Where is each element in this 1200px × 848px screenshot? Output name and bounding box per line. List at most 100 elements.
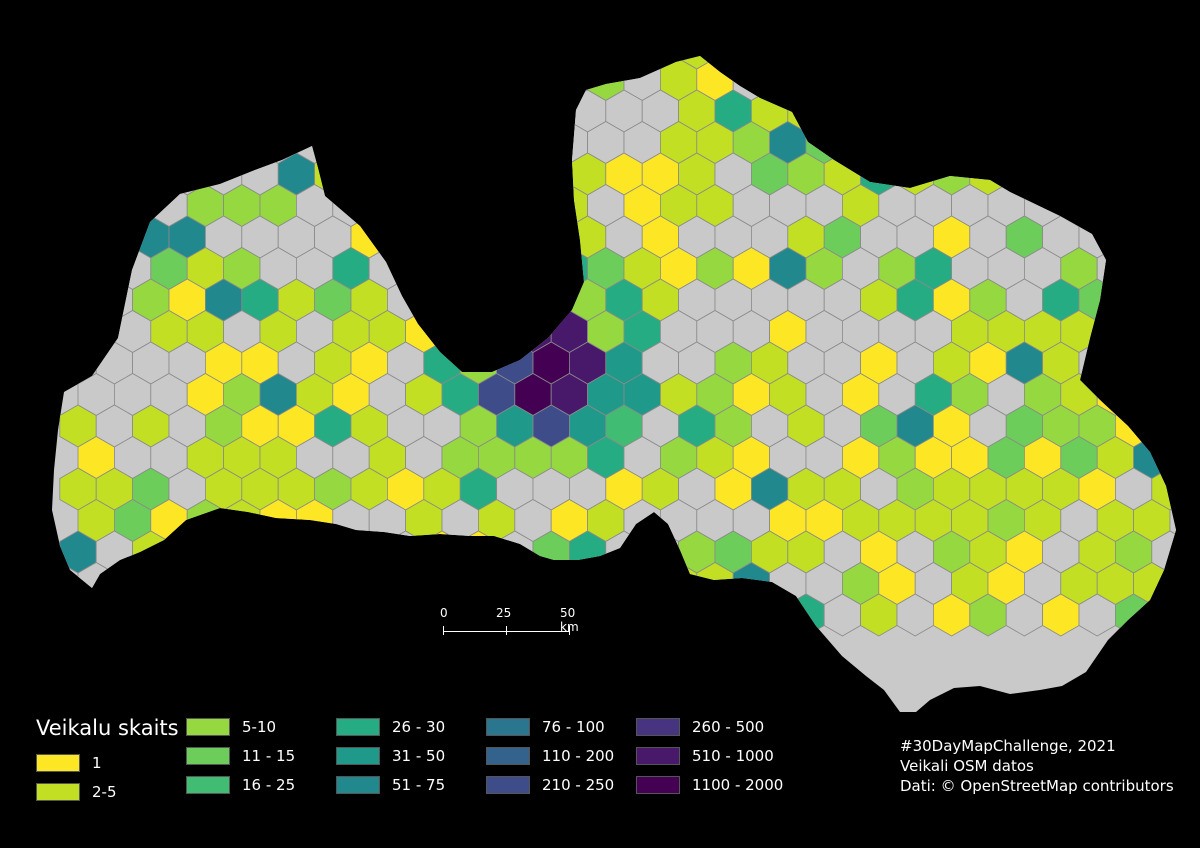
hex-cell bbox=[641, 530, 679, 574]
legend-label: 1100 - 2000 bbox=[692, 776, 784, 794]
hex-cell bbox=[204, 593, 243, 637]
hex-cell bbox=[1169, 373, 1176, 416]
hex-cell bbox=[477, 58, 516, 101]
hex-cell bbox=[1115, 152, 1153, 196]
hex-cell bbox=[751, 56, 789, 70]
legend-item: 1 bbox=[36, 754, 102, 772]
hex-cell bbox=[386, 530, 425, 574]
hex-cell bbox=[114, 184, 152, 227]
hex-cell bbox=[860, 56, 898, 70]
hex-cell bbox=[532, 215, 570, 259]
hex-cell bbox=[223, 58, 261, 101]
legend-swatch bbox=[336, 718, 380, 736]
hex-cell bbox=[550, 58, 588, 101]
hex-cell bbox=[1096, 184, 1134, 227]
hex-cell bbox=[496, 56, 534, 70]
legend-label: 16 - 25 bbox=[242, 776, 296, 794]
hex-cell bbox=[751, 593, 789, 637]
hex-cell bbox=[1115, 56, 1153, 70]
hex-cell bbox=[714, 593, 752, 637]
hex-cell bbox=[259, 58, 297, 101]
hex-cell bbox=[168, 89, 206, 133]
legend-label: 26 - 30 bbox=[392, 718, 446, 736]
hex-cell bbox=[150, 58, 188, 101]
hex-cell bbox=[441, 184, 479, 227]
hex-cell bbox=[132, 593, 170, 637]
hex-cell bbox=[423, 215, 461, 259]
hex-cell bbox=[1078, 152, 1116, 196]
hex-cell bbox=[223, 121, 261, 164]
hex-cell bbox=[514, 184, 552, 227]
hex-cell bbox=[386, 89, 425, 133]
hex-cell bbox=[496, 152, 534, 196]
hex-cell bbox=[714, 56, 752, 70]
hex-cell bbox=[368, 184, 407, 227]
hex-cell bbox=[368, 121, 407, 164]
hex-cell bbox=[896, 56, 934, 70]
hex-cell bbox=[368, 58, 407, 101]
hex-cell bbox=[933, 89, 971, 133]
hex-cell bbox=[1078, 56, 1116, 70]
scale-label: 50 km bbox=[560, 606, 579, 634]
hex-cell bbox=[787, 56, 825, 70]
hex-cell bbox=[896, 89, 934, 133]
scale-tick bbox=[569, 626, 570, 635]
hex-cell bbox=[59, 215, 97, 259]
hex-cell bbox=[77, 247, 115, 290]
hex-cell bbox=[95, 56, 134, 70]
legend-item: 210 - 250 bbox=[486, 776, 614, 794]
legend-item: 2-5 bbox=[36, 783, 117, 801]
hex-cell bbox=[77, 184, 115, 227]
hex-cell bbox=[514, 562, 552, 605]
hex-cell bbox=[823, 56, 861, 70]
hex-cell bbox=[295, 562, 334, 605]
hex-cell bbox=[314, 56, 352, 70]
hex-cell bbox=[186, 562, 225, 605]
hex-cell bbox=[150, 562, 188, 605]
hex-cell bbox=[477, 310, 516, 353]
credits-attribution: Dati: © OpenStreetMap contributors bbox=[900, 777, 1174, 795]
hex-cell bbox=[477, 184, 516, 227]
hex-cell bbox=[277, 530, 316, 574]
hex-cell bbox=[1005, 152, 1043, 196]
hex-cell bbox=[350, 530, 388, 574]
credits-challenge: #30DayMapChallenge, 2021 bbox=[900, 737, 1116, 755]
hex-cell bbox=[114, 58, 152, 101]
legend-swatch bbox=[486, 718, 530, 736]
hex-cell bbox=[496, 215, 534, 259]
hex-cell bbox=[386, 152, 425, 196]
hex-cell bbox=[386, 56, 425, 70]
legend-item: 510 - 1000 bbox=[636, 747, 774, 765]
hex-cell bbox=[477, 121, 516, 164]
hex-cell bbox=[423, 530, 461, 574]
hex-cell bbox=[77, 58, 115, 101]
hex-cell bbox=[59, 152, 97, 196]
hex-cell bbox=[1151, 593, 1176, 637]
hex-cell bbox=[259, 562, 297, 605]
hex-cell bbox=[150, 121, 188, 164]
hex-cell bbox=[1169, 436, 1176, 479]
hex-cell bbox=[168, 593, 206, 637]
hex-cell bbox=[459, 56, 498, 70]
hex-cell bbox=[59, 593, 97, 637]
legend-label: 11 - 15 bbox=[242, 747, 296, 765]
legend-item: 26 - 30 bbox=[336, 718, 445, 736]
hex-cell bbox=[77, 310, 115, 353]
hex-cell bbox=[386, 215, 425, 259]
hex-cell bbox=[1024, 121, 1062, 164]
hex-cell bbox=[168, 530, 206, 574]
scale-tick bbox=[443, 626, 444, 635]
hex-cell bbox=[1169, 58, 1176, 101]
hex-cell bbox=[842, 121, 880, 164]
legend-item: 11 - 15 bbox=[186, 747, 295, 765]
hex-cell bbox=[132, 89, 170, 133]
hex-cell bbox=[95, 89, 134, 133]
hex-cell bbox=[1133, 310, 1171, 353]
scale-bar: 0 25 50 km bbox=[440, 606, 590, 640]
hex-cell bbox=[132, 152, 170, 196]
hex-cell bbox=[496, 89, 534, 133]
hex-cell bbox=[878, 121, 916, 164]
legend-item: 51 - 75 bbox=[336, 776, 445, 794]
hex-cell bbox=[277, 89, 316, 133]
legend-label: 1 bbox=[92, 754, 102, 772]
